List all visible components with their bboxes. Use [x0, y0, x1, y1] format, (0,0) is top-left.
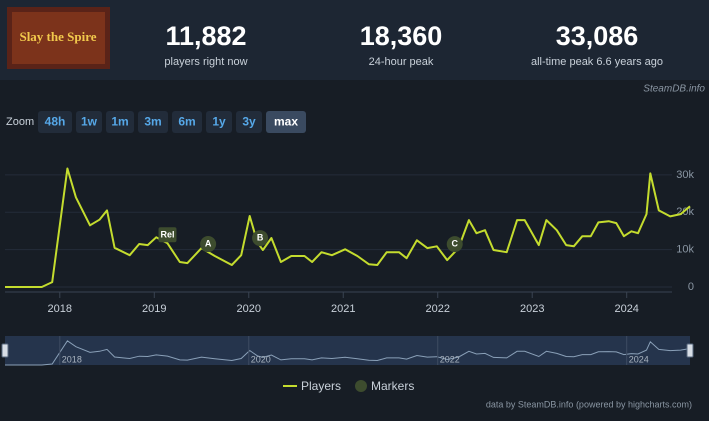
legend-marker[interactable] — [355, 380, 367, 392]
marker[interactable] — [446, 236, 463, 253]
navigator-handle[interactable] — [686, 343, 694, 358]
zoom-button[interactable] — [106, 111, 134, 133]
source-label: SteamDB.info — [643, 84, 705, 95]
y-tick-label: 20k — [676, 206, 694, 218]
credit: data by SteamDB.info (powered by highcha… — [486, 399, 692, 409]
zoom-label: Zoom — [6, 116, 34, 128]
logo-text: Slay the Spire — [19, 29, 96, 44]
zoom-bar: 48h 1w 1m 3m 6m 1y 3y max — [38, 111, 306, 133]
x-tick-label: 2020 — [237, 303, 261, 315]
logo-art — [12, 12, 105, 64]
x-tick-label: 2018 — [48, 303, 72, 315]
navigator-handle[interactable] — [1, 343, 9, 358]
marker-label[interactable]: B — [257, 232, 264, 242]
y-tick-label: 30k — [676, 169, 694, 181]
marker[interactable] — [158, 227, 177, 243]
zoom-button-label[interactable]: 1y — [212, 115, 226, 129]
navigator-tick-label: 2020 — [251, 354, 271, 364]
stat-value: 11,882 — [165, 21, 246, 51]
marker[interactable] — [252, 230, 269, 247]
marker-label[interactable]: A — [205, 238, 212, 248]
marker-label[interactable]: C — [451, 238, 458, 248]
header-panel — [0, 0, 709, 80]
stat-value: 33,086 — [556, 21, 639, 51]
zoom-button-label[interactable]: 3m — [144, 115, 161, 129]
zoom-button[interactable] — [236, 111, 262, 133]
zoom-button[interactable] — [138, 111, 168, 133]
plot: 0 10k 20k 30k 2018 2019 2020 2021 2022 2023 2024 Re… — [1, 167, 694, 393]
y-tick-label: 0 — [688, 281, 694, 293]
zoom-button[interactable] — [76, 111, 102, 133]
navigator-background — [5, 336, 690, 365]
navigator-line — [5, 340, 691, 366]
zoom-button-label[interactable]: 6m — [178, 115, 195, 129]
legend-label[interactable]: Markers — [371, 379, 414, 393]
zoom-button-label[interactable]: max — [274, 115, 298, 129]
x-tick-label: 2024 — [614, 303, 638, 315]
series-line — [5, 167, 691, 288]
legend-label[interactable]: Players — [301, 379, 341, 393]
x-tick-label: 2019 — [142, 303, 166, 315]
stat-label: all-time peak 6.6 years ago — [531, 56, 663, 68]
stat-label: 24-hour peak — [369, 56, 434, 68]
zoom-button-label[interactable]: 48h — [45, 115, 66, 129]
zoom-button-label[interactable]: 3y — [242, 115, 256, 129]
marker-label[interactable]: Rel — [161, 230, 175, 240]
x-tick-label: 2023 — [520, 303, 544, 315]
zoom-button-label[interactable]: 1m — [111, 115, 128, 129]
x-tick-label: 2021 — [331, 303, 355, 315]
zoom-button-label[interactable]: 1w — [81, 115, 98, 129]
navigator-tick-label: 2018 — [62, 354, 82, 364]
zoom-button[interactable] — [38, 111, 72, 133]
stat-value: 18,360 — [360, 21, 443, 51]
y-tick-label: 10k — [676, 244, 694, 256]
x-tick-label: 2022 — [425, 303, 449, 315]
zoom-button[interactable] — [266, 111, 306, 133]
stat-label: players right now — [164, 56, 247, 68]
zoom-button[interactable] — [206, 111, 232, 133]
navigator-tick-label: 2024 — [629, 354, 649, 364]
zoom-button[interactable] — [172, 111, 202, 133]
marker[interactable] — [200, 236, 217, 253]
navigator-tick-label: 2022 — [440, 354, 460, 364]
